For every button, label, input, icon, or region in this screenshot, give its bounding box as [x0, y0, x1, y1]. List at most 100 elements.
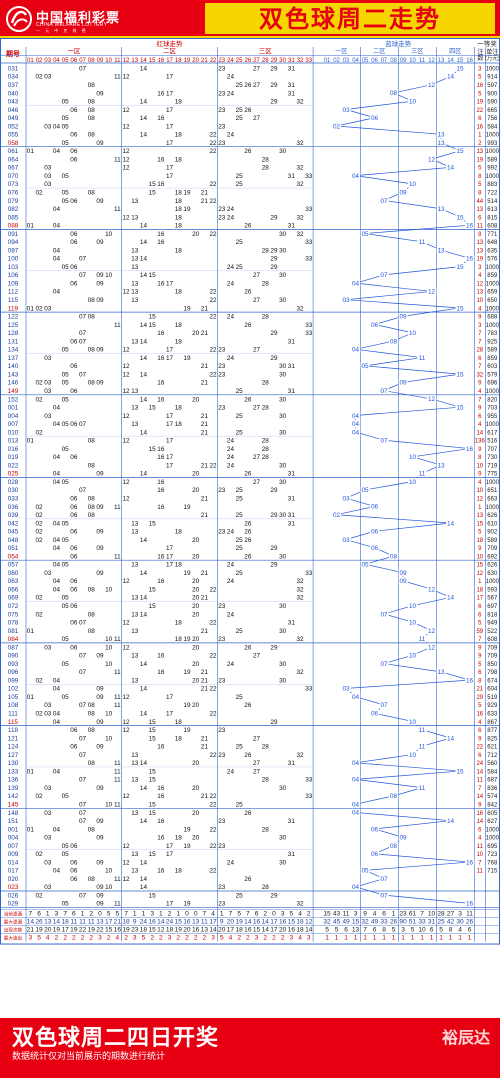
red-stat-value: 15 [253, 927, 261, 934]
red-stat-value: 2 [194, 935, 198, 942]
blue-ball-backdrop [464, 899, 475, 908]
blue-ball-backdrop [436, 246, 446, 254]
prize-amount-label: (万元) [485, 55, 500, 62]
prize-amount: 576 [487, 257, 498, 263]
red-stat-value: 16 [183, 919, 191, 926]
red-ball-number: 16 [157, 504, 165, 511]
blue-ball-backdrop [379, 874, 389, 883]
red-stat-value: 1 [81, 911, 85, 918]
blue-ball-number: 07 [380, 892, 388, 899]
red-ball-number: 21 [201, 512, 209, 519]
blue-ball-number: 10 [409, 454, 417, 461]
red-ball-number: 22 [209, 793, 217, 800]
red-stat-value: 18 [235, 927, 243, 934]
prize-count: 4 [478, 836, 482, 842]
prize-amount: 730 [487, 455, 498, 461]
blue-stat-value: 5 [439, 927, 443, 934]
red-ball-number: 19 [183, 636, 191, 643]
prize-amount: 617 [487, 430, 498, 436]
prize-count: 18 [476, 538, 483, 544]
red-ball-number: 17 [166, 140, 174, 147]
red-ball-number: 05 [62, 421, 70, 428]
red-stat-value: 2 [246, 935, 250, 942]
red-stat-value: 5 [237, 911, 241, 918]
prize-count: 8 [478, 232, 482, 238]
blue-ball-backdrop [464, 676, 475, 684]
blue-ball-backdrop [341, 105, 351, 114]
blue-stat-value: 1 [344, 935, 348, 942]
red-ball-number: 05 [62, 603, 70, 610]
period-label: 111 [8, 711, 18, 718]
period-label: 013 [8, 438, 19, 445]
red-stat-value: 16 [253, 919, 261, 926]
red-ball-number: 05 [62, 264, 70, 271]
red-ball-number: 14 [140, 338, 148, 345]
prize-amount: 783 [487, 331, 498, 337]
red-ball-number: 25 [236, 570, 244, 577]
prize-count: 17 [476, 596, 483, 602]
red-ball-number: 23 [218, 727, 226, 734]
red-ball-number: 03 [44, 711, 52, 718]
red-ball-number: 08 [88, 314, 96, 321]
red-ball-number: 14 [140, 65, 148, 72]
prize-amount: 955 [487, 414, 498, 420]
red-ball-number: 29 [270, 545, 278, 552]
red-ball-number: 27 [253, 82, 261, 89]
red-stat-value: 17 [270, 927, 278, 934]
prize-count: 7 [478, 637, 482, 643]
prize-amount: 709 [487, 645, 498, 651]
red-ball-number: 28 [262, 165, 270, 172]
red-ball-number: 16 [157, 396, 165, 403]
blue-stat-value: 6 [382, 911, 386, 918]
blue-ball-backdrop [398, 569, 408, 577]
red-ball-number: 23 [218, 363, 226, 370]
red-ball-number: 20 [192, 471, 200, 478]
prize-count: 9 [478, 736, 482, 742]
red-ball-number: 11 [114, 669, 121, 676]
red-ball-number: 22 [209, 289, 217, 296]
period-header: 期号 [6, 49, 20, 58]
prize-amount: 842 [487, 802, 498, 808]
period-label: 060 [8, 570, 19, 577]
prize-amount: 993 [487, 141, 498, 147]
blue-ball-number: 12 [428, 289, 436, 296]
red-ball-number: 25 [236, 82, 244, 89]
red-ball-number: 14 [140, 115, 148, 122]
red-ball-number: 13 [131, 611, 139, 618]
red-stat-value: 3 [168, 935, 172, 942]
red-ball-number: 02 [35, 380, 43, 387]
red-ball-number: 08 [88, 438, 96, 445]
red-stat-value: 5 [220, 935, 224, 942]
red-ball-number: 12 [122, 793, 130, 800]
prize-amount: 589 [487, 348, 498, 354]
red-ball-number: 17 [166, 851, 174, 858]
blue-ball-backdrop [369, 544, 380, 552]
red-ball-number: 17 [166, 694, 174, 701]
red-ball-number: 06 [70, 454, 78, 461]
red-ball-number: 21 [201, 198, 209, 205]
red-ball-number: 25 [236, 495, 244, 502]
red-ball-number: 04 [53, 520, 61, 527]
red-stat-value: 14 [244, 919, 252, 926]
blue-ball-backdrop [350, 775, 361, 783]
blue-ball-number: 07 [380, 198, 388, 205]
red-ball-number: 13 [131, 421, 139, 428]
red-ball-number: 13 [131, 628, 139, 635]
red-ball-number: 15 [149, 810, 157, 817]
blue-stat-value: 1 [354, 935, 358, 942]
blue-ball-number: 09 [399, 835, 407, 842]
period-label: 001 [8, 826, 19, 833]
prize-amount: 516 [487, 439, 498, 445]
lottery-logo-icon [6, 6, 32, 32]
prize-amount: 825 [487, 736, 498, 742]
blue-ball-backdrop [398, 577, 408, 585]
period-label: 070 [8, 173, 19, 180]
red-column-number: 16 [158, 58, 165, 64]
period-label: 045 [8, 529, 19, 536]
red-ball-number: 02 [35, 851, 43, 858]
red-ball-number: 08 [88, 702, 96, 709]
period-label: 073 [8, 181, 19, 188]
red-column-number: 26 [245, 58, 252, 64]
prize-count: 6 [478, 827, 482, 833]
red-ball-number: 33 [305, 793, 313, 800]
